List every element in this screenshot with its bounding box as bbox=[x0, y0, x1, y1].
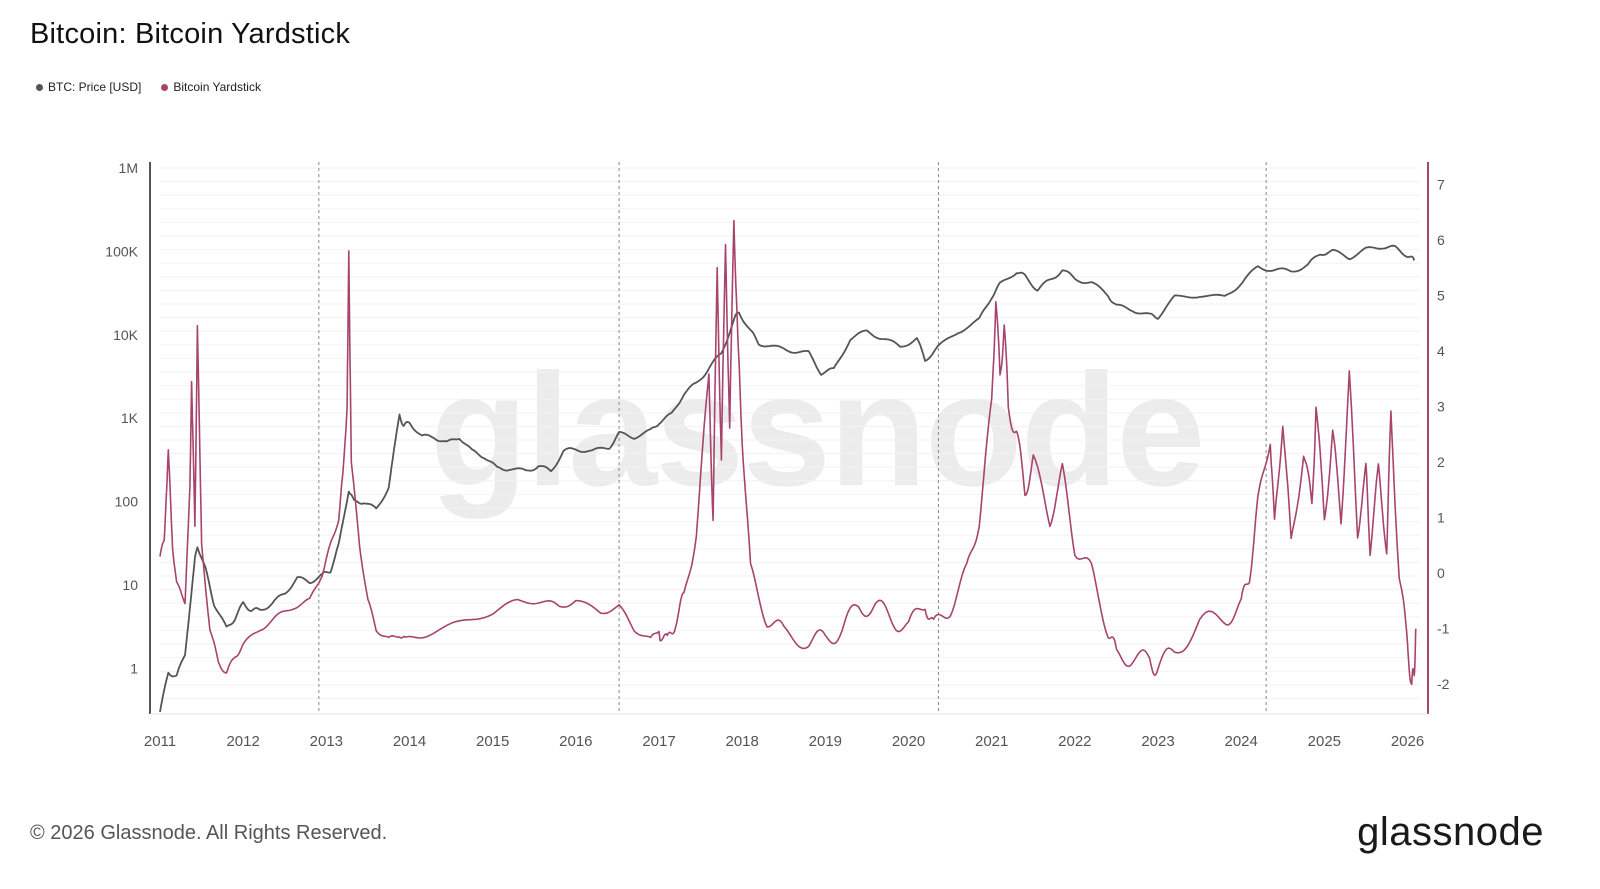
x-tick-label: 2026 bbox=[1391, 733, 1424, 750]
legend-label-price: BTC: Price [USD] bbox=[48, 80, 142, 94]
x-tick-label: 2015 bbox=[476, 733, 509, 750]
x-tick-label: 2025 bbox=[1308, 733, 1341, 750]
y-right-tick-label: 1 bbox=[1437, 510, 1445, 526]
x-tick-label: 2021 bbox=[975, 733, 1008, 750]
x-tick-label: 2019 bbox=[809, 733, 842, 750]
x-tick-label: 2024 bbox=[1225, 733, 1258, 750]
chart-title: Bitcoin: Bitcoin Yardstick bbox=[30, 18, 351, 50]
y-right-tick-label: 0 bbox=[1437, 565, 1445, 581]
x-tick-label: 2013 bbox=[310, 733, 343, 750]
y-right-tick-label: -1 bbox=[1437, 621, 1450, 637]
y-right-tick-label: 5 bbox=[1437, 288, 1445, 304]
legend-label-yardstick: Bitcoin Yardstick bbox=[173, 80, 261, 94]
y-left-tick-label: 10 bbox=[122, 577, 138, 593]
series-line-bitcoin-yardstick bbox=[159, 219, 1417, 686]
x-tick-label: 2017 bbox=[642, 733, 675, 750]
x-tick-label: 2011 bbox=[144, 733, 176, 750]
y-left-tick-label: 1K bbox=[121, 410, 139, 426]
legend-dot-yardstick bbox=[161, 83, 169, 91]
legend-item-price[interactable]: BTC: Price [USD] bbox=[36, 80, 141, 94]
y-right-tick-label: -2 bbox=[1437, 676, 1450, 692]
y-right-tick-label: 3 bbox=[1437, 399, 1445, 415]
y-left-tick-label: 100 bbox=[115, 494, 139, 510]
x-tick-label: 2018 bbox=[725, 733, 758, 750]
y-right-tick-label: 2 bbox=[1437, 454, 1445, 470]
legend-dot-price bbox=[36, 83, 43, 91]
y-right-tick-label: 7 bbox=[1437, 177, 1445, 193]
y-right-tick-label: 4 bbox=[1437, 343, 1445, 359]
y-left-tick-label: 100K bbox=[105, 243, 138, 259]
y-right-tick-label: 6 bbox=[1437, 232, 1445, 248]
copyright-footer: © 2026 Glassnode. All Rights Reserved. bbox=[30, 822, 388, 844]
x-tick-label: 2014 bbox=[393, 733, 426, 750]
y-left-tick-label: 10K bbox=[113, 327, 139, 343]
y-left-tick-label: 1M bbox=[119, 160, 138, 176]
x-tick-label: 2023 bbox=[1141, 733, 1174, 750]
y-left-tick-label: 1 bbox=[130, 660, 138, 676]
x-tick-label: 2012 bbox=[226, 733, 259, 750]
chart-legend: BTC: Price [USD] Bitcoin Yardstick bbox=[36, 80, 261, 94]
x-tick-label: 2020 bbox=[892, 733, 925, 750]
x-tick-label: 2016 bbox=[559, 733, 592, 750]
brand-logo: glassnode bbox=[1357, 810, 1544, 854]
x-tick-label: 2022 bbox=[1058, 733, 1091, 750]
series-line-btc-price bbox=[159, 244, 1416, 713]
legend-item-yardstick[interactable]: Bitcoin Yardstick bbox=[161, 80, 261, 94]
